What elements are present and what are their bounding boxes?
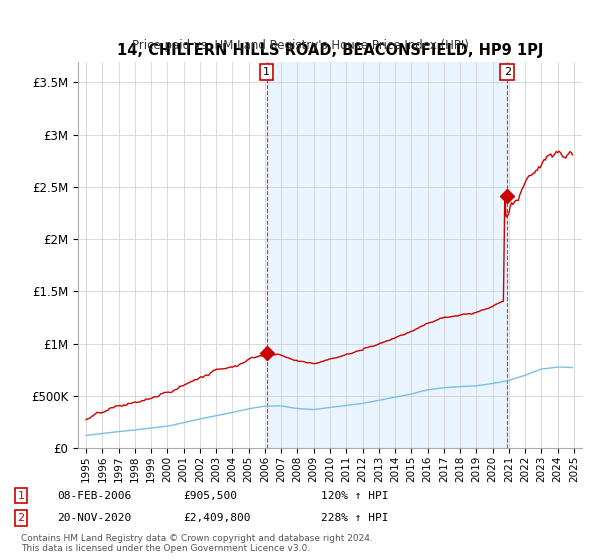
Text: 120% ↑ HPI: 120% ↑ HPI — [321, 491, 389, 501]
Text: 228% ↑ HPI: 228% ↑ HPI — [321, 513, 389, 523]
Text: £2,409,800: £2,409,800 — [183, 513, 251, 523]
Bar — [266, 62, 507, 448]
Text: 1: 1 — [263, 67, 270, 77]
Text: 1: 1 — [17, 491, 25, 501]
Text: 2: 2 — [503, 67, 511, 77]
Text: 08-FEB-2006: 08-FEB-2006 — [57, 491, 131, 501]
Text: 2: 2 — [17, 513, 25, 523]
Text: Contains HM Land Registry data © Crown copyright and database right 2024.
This d: Contains HM Land Registry data © Crown c… — [21, 534, 373, 553]
Title: 14, CHILTERN HILLS ROAD, BEACONSFIELD, HP9 1PJ: 14, CHILTERN HILLS ROAD, BEACONSFIELD, H… — [117, 43, 543, 58]
Text: £905,500: £905,500 — [183, 491, 237, 501]
Text: Price paid vs. HM Land Registry's House Price Index (HPI): Price paid vs. HM Land Registry's House … — [131, 39, 469, 52]
Text: 20-NOV-2020: 20-NOV-2020 — [57, 513, 131, 523]
